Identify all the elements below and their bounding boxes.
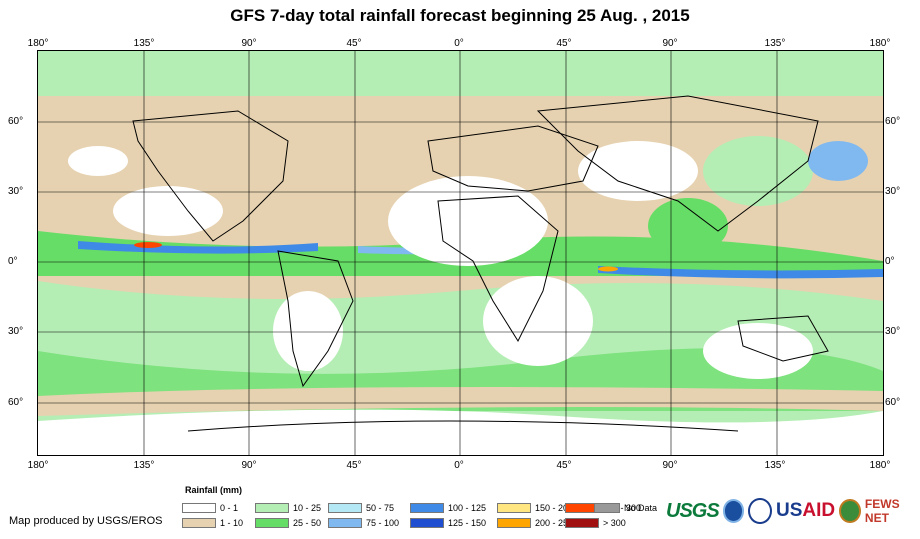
legend-item: 100 - 125	[410, 502, 486, 513]
fews-net-logo: FEWS NET	[864, 497, 900, 525]
legend-label: 250 - 300	[603, 502, 642, 513]
lat-tick-right: 30°	[885, 186, 901, 197]
legend-swatch	[182, 517, 216, 528]
legend-swatch	[594, 502, 620, 513]
lon-tick-top: 45°	[346, 38, 362, 49]
fews-seal-icon	[839, 499, 861, 523]
lat-tick-left: 60°	[8, 397, 24, 408]
legend-swatch	[410, 502, 444, 513]
credit-text: Map produced by USGS/EROS	[9, 515, 163, 527]
lat-tick-right: 30°	[885, 326, 901, 337]
legend-swatch	[328, 517, 362, 528]
legend-swatch	[497, 517, 531, 528]
lat-tick-left: 60°	[8, 116, 24, 127]
agency-logos: USGS USAID FEWS NET	[666, 494, 920, 528]
usaid-logo-us: US	[776, 500, 803, 521]
lon-tick-top: 180°	[869, 38, 891, 49]
legend-item: 50 - 75	[328, 502, 394, 513]
legend-swatch	[255, 517, 289, 528]
lon-tick-bottom: 180°	[869, 460, 891, 471]
legend-item: 1 - 10	[182, 517, 243, 528]
lat-tick-right: 60°	[885, 397, 901, 408]
rainfall-field	[38, 51, 883, 455]
legend-swatch	[182, 502, 216, 513]
legend-title: Rainfall (mm)	[185, 485, 243, 495]
noaa-logo-icon	[722, 499, 745, 523]
usaid-logo: USAID	[776, 500, 835, 522]
lon-tick-top: 0°	[454, 38, 464, 49]
legend-item: 125 - 150	[410, 517, 486, 528]
lat-tick-right: 0°	[885, 256, 895, 267]
legend-item: 150 - 200	[497, 502, 573, 513]
lon-tick-top: 135°	[764, 38, 786, 49]
legend-swatch	[328, 502, 362, 513]
legend-item: > 300	[565, 517, 626, 528]
lon-tick-bottom: 180°	[27, 460, 49, 471]
legend-label: 150 - 200	[535, 502, 574, 513]
lon-tick-bottom: 90°	[662, 460, 678, 471]
lon-tick-bottom: 0°	[454, 460, 464, 471]
legend-label: 50 - 75	[366, 502, 395, 513]
usaid-seal-icon	[748, 498, 772, 524]
lon-tick-top: 180°	[27, 38, 49, 49]
coastlines	[132, 95, 829, 432]
legend-swatch	[497, 502, 531, 513]
rainfall-map	[37, 50, 884, 456]
usaid-logo-aid: AID	[802, 500, 836, 521]
lat-tick-right: 60°	[885, 116, 901, 127]
legend-label: 10 - 25	[293, 502, 322, 513]
graticule	[38, 51, 883, 455]
legend-item: No Data	[594, 502, 657, 513]
lon-tick-top: 90°	[241, 38, 257, 49]
map-title: GFS 7-day total rainfall forecast beginn…	[230, 6, 690, 25]
legend-swatch	[255, 502, 289, 513]
legend-item: 0 - 1	[182, 502, 238, 513]
lon-tick-bottom: 45°	[346, 460, 362, 471]
legend-item: 10 - 25	[255, 502, 321, 513]
lon-tick-top: 90°	[662, 38, 678, 49]
legend-label: No Data	[624, 502, 658, 513]
legend-label: 75 - 100	[366, 517, 400, 528]
lat-tick-left: 30°	[8, 326, 24, 337]
legend-label: 25 - 50	[293, 517, 322, 528]
lon-tick-bottom: 135°	[133, 460, 155, 471]
lon-tick-top: 45°	[556, 38, 572, 49]
lon-tick-bottom: 90°	[241, 460, 257, 471]
lon-tick-bottom: 135°	[764, 460, 786, 471]
legend-label: 100 - 125	[448, 502, 487, 513]
lat-tick-left: 30°	[8, 186, 24, 197]
legend-swatch	[410, 517, 444, 528]
usgs-logo: USGS	[666, 499, 720, 522]
legend-item: 200 - 250	[497, 517, 573, 528]
legend-item: 25 - 50	[255, 517, 321, 528]
lon-tick-top: 135°	[133, 38, 155, 49]
legend-label: 125 - 150	[448, 517, 487, 528]
legend-swatch	[565, 517, 599, 528]
rainfall-map-svg	[38, 51, 883, 455]
lon-tick-bottom: 45°	[556, 460, 572, 471]
legend-item: 75 - 100	[328, 517, 399, 528]
legend-label: 0 - 1	[220, 502, 239, 513]
lat-tick-left: 0°	[8, 256, 18, 267]
legend-label: 200 - 250	[535, 517, 574, 528]
legend-label: 1 - 10	[220, 517, 244, 528]
legend-label: > 300	[603, 517, 626, 528]
